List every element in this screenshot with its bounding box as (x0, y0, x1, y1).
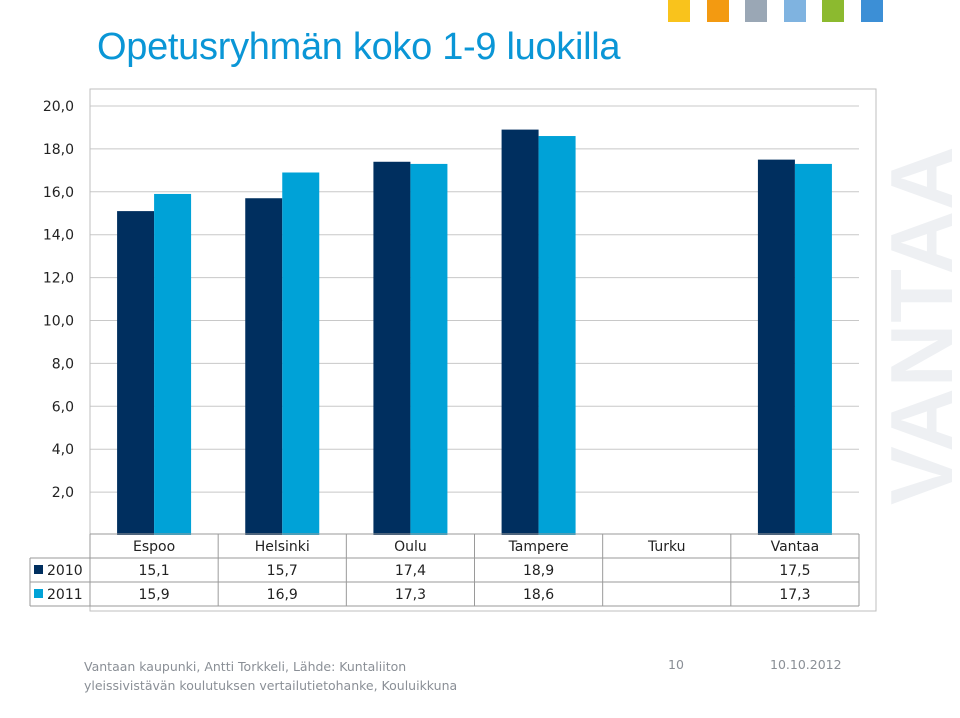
y-tick-label: 8,0 (52, 356, 74, 372)
data-label: 15,7 (267, 563, 298, 579)
bar-2010 (245, 198, 283, 536)
footer-date: 10.10.2012 (770, 657, 842, 672)
corner-square (860, 0, 883, 22)
page-title: Opetusryhmän koko 1-9 luokilla (97, 26, 621, 68)
y-tick-label: 4,0 (52, 442, 74, 458)
data-label: 18,6 (523, 587, 554, 603)
category-label: Helsinki (255, 539, 310, 555)
legend-label: 2010 (47, 563, 83, 579)
corner-square (745, 0, 767, 22)
bar-2010 (373, 161, 411, 535)
legend-label: 2011 (47, 587, 83, 603)
chart-svg: 2,0 4,0 6,0 8,0 10,0 12,0 14,0 16,0 18,0 20,0 Espo… (29, 88, 877, 612)
bar-2010 (757, 159, 795, 535)
data-label: 15,1 (138, 563, 169, 579)
data-label: 17,3 (395, 587, 426, 603)
y-tick-label: 12,0 (43, 271, 74, 287)
y-tick-label: 10,0 (43, 314, 74, 330)
corner-color-squares (668, 0, 960, 22)
bar-2010 (501, 129, 539, 535)
bar-chart: 2,0 4,0 6,0 8,0 10,0 12,0 14,0 16,0 18,0 20,0 Espo… (0, 88, 960, 613)
corner-square (706, 0, 729, 22)
corner-square (822, 0, 844, 22)
y-tick-label: 2,0 (52, 485, 74, 501)
y-tick-label: 18,0 (43, 142, 74, 158)
category-label: Vantaa (771, 539, 820, 555)
bar-2011 (410, 163, 448, 535)
bar-2011 (154, 193, 192, 535)
y-tick-label: 6,0 (52, 399, 74, 415)
bar-2011 (282, 172, 320, 535)
data-label: 17,3 (779, 587, 810, 603)
category-label: Espoo (133, 539, 175, 555)
footer-source: Vantaan kaupunki, Antti Torkkeli, Lähde:… (84, 659, 458, 693)
corner-square (668, 0, 690, 22)
legend-key-2011 (34, 589, 43, 598)
category-label: Oulu (394, 539, 427, 555)
y-tick-label: 20,0 (43, 99, 74, 115)
bar-2010 (117, 211, 155, 535)
data-label: 18,9 (523, 563, 554, 579)
bar-2011 (794, 163, 832, 535)
category-label: Turku (647, 539, 686, 555)
y-tick-label: 14,0 (43, 228, 74, 244)
data-label: 17,4 (395, 563, 426, 579)
y-tick-label: 16,0 (43, 185, 74, 201)
footer-page-number: 10 (668, 657, 684, 672)
data-label: 17,5 (779, 563, 810, 579)
data-label: 16,9 (267, 587, 298, 603)
data-label: 15,9 (138, 587, 169, 603)
legend-key-2010 (34, 565, 43, 574)
bar-2011 (538, 136, 576, 535)
corner-square (783, 0, 806, 22)
vantaa-logo: VANTAA (874, 145, 960, 505)
category-label: Tampere (508, 539, 569, 555)
vantaa-logo-text: VANTAA (874, 145, 960, 505)
